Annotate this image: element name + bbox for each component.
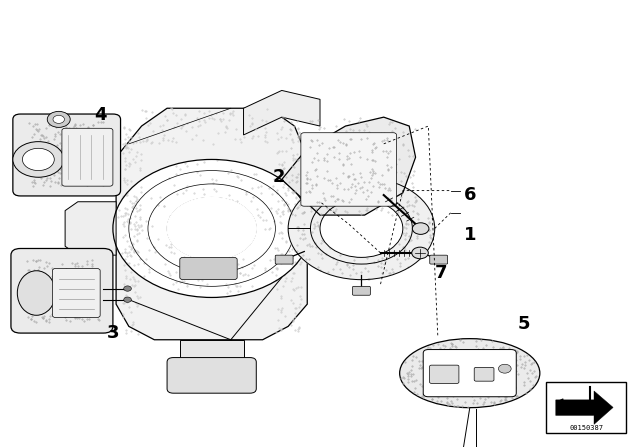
Text: 6: 6 — [463, 186, 476, 204]
Polygon shape — [556, 391, 613, 424]
FancyBboxPatch shape — [275, 255, 293, 264]
Circle shape — [53, 116, 65, 123]
Polygon shape — [282, 117, 415, 215]
Polygon shape — [65, 202, 116, 255]
Polygon shape — [180, 340, 244, 366]
Circle shape — [320, 199, 403, 258]
FancyBboxPatch shape — [52, 268, 100, 318]
Circle shape — [499, 364, 511, 373]
Circle shape — [22, 148, 54, 171]
Text: 7: 7 — [435, 264, 447, 282]
Circle shape — [412, 247, 428, 259]
Circle shape — [113, 159, 310, 297]
Text: 00150387: 00150387 — [569, 425, 603, 431]
FancyBboxPatch shape — [353, 286, 371, 295]
FancyBboxPatch shape — [11, 249, 113, 333]
Circle shape — [13, 142, 64, 177]
Circle shape — [167, 197, 256, 260]
Circle shape — [47, 112, 70, 127]
FancyBboxPatch shape — [344, 189, 380, 203]
Circle shape — [124, 286, 131, 291]
Text: 1: 1 — [463, 226, 476, 244]
Ellipse shape — [17, 271, 56, 315]
Circle shape — [412, 223, 429, 234]
FancyBboxPatch shape — [474, 367, 494, 381]
Text: 4: 4 — [94, 106, 106, 124]
FancyBboxPatch shape — [429, 365, 459, 383]
FancyBboxPatch shape — [167, 358, 256, 393]
FancyBboxPatch shape — [62, 128, 113, 186]
FancyBboxPatch shape — [301, 133, 396, 206]
Polygon shape — [244, 90, 320, 135]
Polygon shape — [116, 108, 307, 340]
FancyBboxPatch shape — [13, 114, 120, 196]
FancyBboxPatch shape — [423, 349, 516, 397]
Text: 2: 2 — [273, 168, 285, 186]
Circle shape — [288, 177, 435, 280]
Ellipse shape — [399, 339, 540, 408]
FancyBboxPatch shape — [429, 255, 447, 264]
FancyBboxPatch shape — [180, 258, 237, 280]
Bar — [546, 382, 626, 433]
Circle shape — [124, 297, 131, 302]
Text: 5: 5 — [518, 315, 530, 333]
Text: 3: 3 — [107, 324, 119, 342]
